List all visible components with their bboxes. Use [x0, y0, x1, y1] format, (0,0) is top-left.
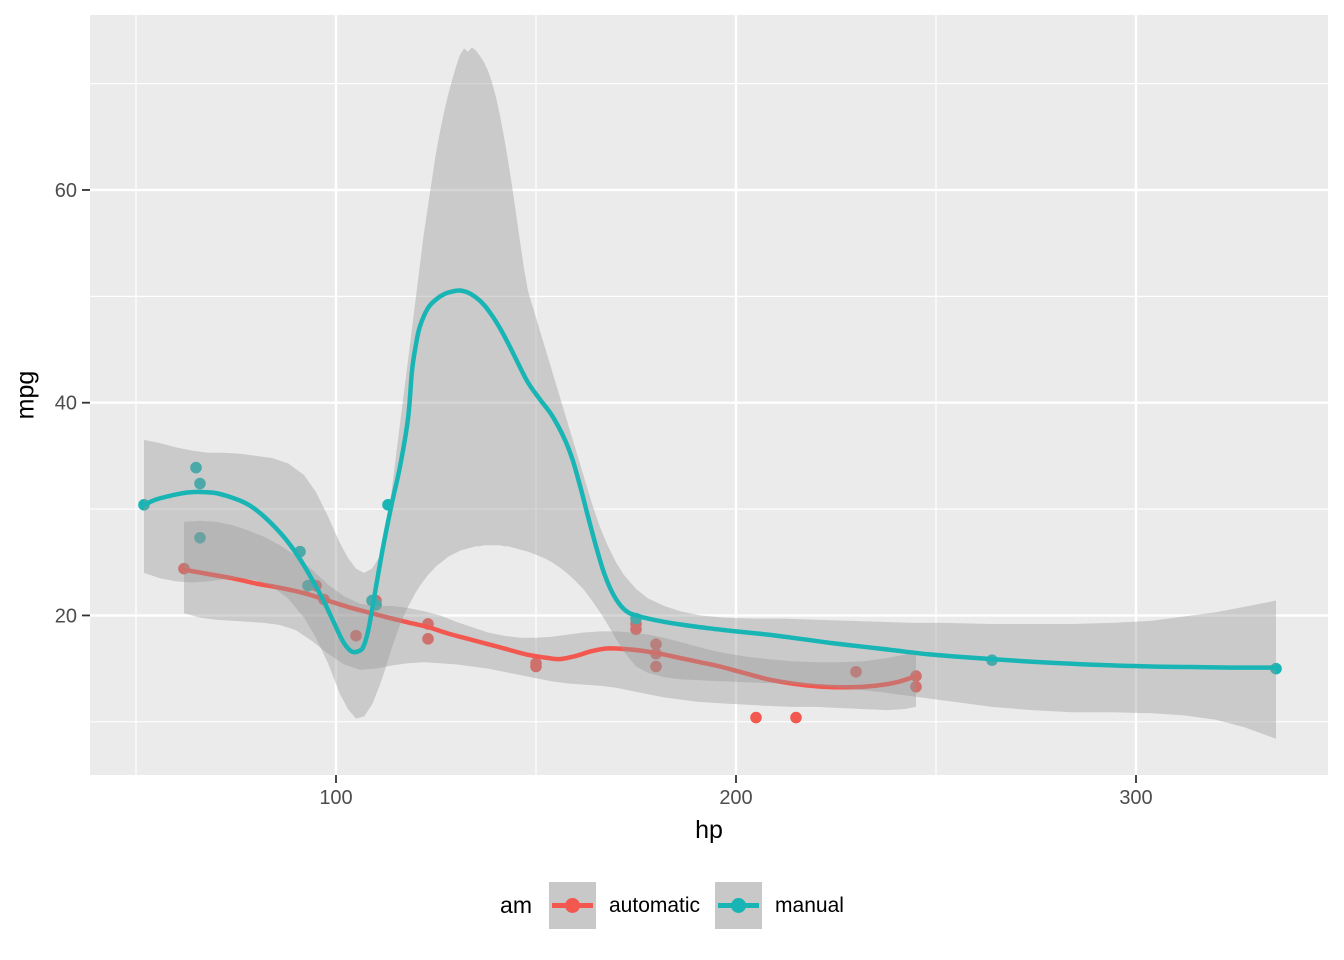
data-point-automatic [790, 711, 802, 724]
data-point-automatic [850, 666, 862, 678]
smooth-line-automatic [181, 567, 919, 690]
y-axis-title: mpg [11, 370, 40, 420]
legend-entry-automatic: automatic [549, 882, 700, 929]
y-tick-label: 20 [55, 605, 77, 627]
data-point-manual [302, 579, 314, 592]
data-point-automatic [650, 638, 662, 650]
x-axis-title: hp [695, 816, 723, 844]
legend-key-automatic [549, 882, 596, 929]
data-point-automatic [350, 629, 362, 642]
legend-entries: automatic manual [549, 882, 844, 929]
confidence-ribbon-manual [144, 47, 1276, 739]
legend-key-manual [715, 882, 763, 929]
legend-label-manual: manual [775, 893, 844, 917]
data-point-automatic [530, 660, 542, 673]
legend-label-automatic: automatic [609, 893, 701, 917]
data-point-automatic [650, 660, 662, 673]
x-tick-label: 300 [1119, 787, 1152, 809]
x-tick-label: 100 [319, 787, 352, 809]
plot-panel [90, 15, 1328, 775]
legend: am automatic manual [0, 882, 1344, 929]
data-point-manual [194, 477, 206, 490]
smooth-line-manual [141, 288, 1279, 670]
x-tick-label: 200 [719, 787, 752, 809]
data-point-manual [190, 461, 202, 474]
data-point-automatic [910, 680, 922, 693]
y-tick-label: 60 [55, 180, 77, 202]
data-point-automatic [422, 633, 434, 645]
data-point-manual [194, 531, 206, 544]
y-tick-label: 40 [55, 393, 77, 415]
data-point-automatic [750, 711, 762, 724]
confidence-ribbon-automatic [184, 520, 916, 711]
legend-title: am [500, 892, 532, 918]
legend-entry-manual: manual [715, 882, 844, 929]
